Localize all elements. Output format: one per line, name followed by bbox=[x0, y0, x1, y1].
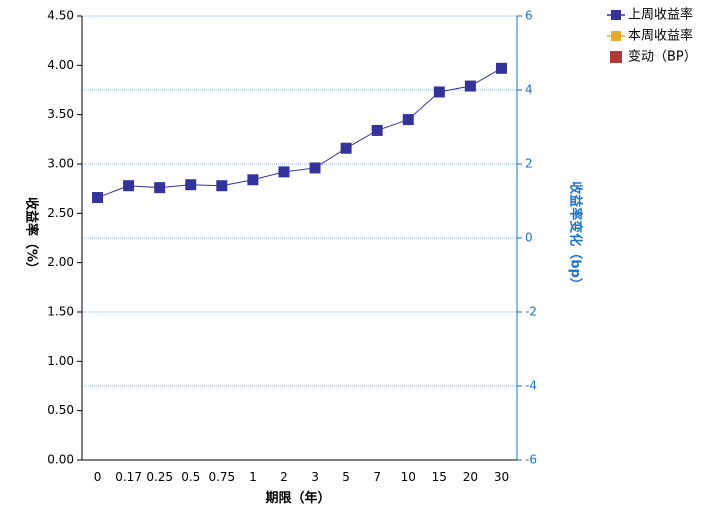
data-point bbox=[216, 180, 228, 192]
data-point bbox=[309, 162, 321, 174]
data-point bbox=[464, 80, 476, 92]
left-tick-label: 4.00 bbox=[47, 58, 74, 72]
right-tick-label: -2 bbox=[525, 305, 537, 319]
legend-label: 变动（BP） bbox=[628, 49, 697, 65]
left-tick-label: 1.00 bbox=[47, 354, 74, 368]
x-axis-title: 期限（年） bbox=[265, 490, 330, 506]
right-y-axis: -6 -4 -2 0 2 4 6 bbox=[516, 9, 537, 467]
right-tick-label: 6 bbox=[525, 9, 533, 23]
x-tick-label: 1 bbox=[249, 470, 257, 484]
data-point bbox=[123, 180, 135, 192]
left-tick-label: 4.50 bbox=[47, 9, 74, 23]
x-tick-label: 0.5 bbox=[181, 470, 200, 484]
left-tick-label: 3.50 bbox=[47, 107, 74, 121]
data-point bbox=[402, 114, 414, 126]
data-point bbox=[247, 174, 259, 186]
grid-lines bbox=[82, 15, 517, 461]
data-point bbox=[92, 192, 104, 204]
left-y-axis: 0.00 0.50 1.00 1.50 2.00 2.50 3.00 3.50 4.00 4.50 bbox=[47, 9, 83, 467]
left-tick-label: 0.50 bbox=[47, 403, 74, 417]
x-tick-label: 0.25 bbox=[146, 470, 173, 484]
series-layer bbox=[92, 62, 507, 204]
left-tick-label: 1.50 bbox=[47, 305, 74, 319]
x-tick-label: 0.75 bbox=[208, 470, 235, 484]
left-tick-label: 2.00 bbox=[47, 255, 74, 269]
x-axis: 0 0.17 0.25 0.5 0.75 1 2 3 5 7 10 15 20 30 bbox=[82, 459, 517, 484]
legend-label: 上周收益率 bbox=[628, 7, 693, 23]
x-tick-label: 0 bbox=[94, 470, 102, 484]
x-tick-label: 15 bbox=[432, 470, 447, 484]
right-tick-label: -6 bbox=[525, 453, 537, 467]
data-point bbox=[371, 124, 383, 136]
data-point bbox=[278, 166, 290, 178]
legend-marker bbox=[611, 10, 621, 20]
left-tick-label: 2.50 bbox=[47, 206, 74, 220]
x-tick-label: 3 bbox=[311, 470, 319, 484]
data-point bbox=[433, 86, 445, 98]
x-tick-label: 20 bbox=[463, 470, 478, 484]
left-tick-label: 0.00 bbox=[47, 453, 74, 467]
y-axis-title: 收益率（%） bbox=[24, 197, 40, 275]
x-tick-label: 30 bbox=[494, 470, 509, 484]
x-tick-label: 5 bbox=[342, 470, 350, 484]
right-tick-label: 0 bbox=[525, 231, 533, 245]
right-tick-label: 2 bbox=[525, 157, 533, 171]
x-tick-label: 0.17 bbox=[115, 470, 142, 484]
data-point bbox=[185, 179, 197, 191]
x-tick-label: 10 bbox=[401, 470, 416, 484]
x-tick-label: 2 bbox=[280, 470, 288, 484]
data-point bbox=[340, 142, 352, 154]
data-point bbox=[495, 62, 507, 74]
legend-swatch bbox=[610, 51, 622, 63]
right-tick-label: -4 bbox=[525, 379, 537, 393]
data-point bbox=[154, 182, 166, 194]
left-tick-label: 3.00 bbox=[47, 157, 74, 171]
legend-marker bbox=[611, 31, 621, 41]
legend-label: 本周收益率 bbox=[628, 28, 693, 44]
x-tick-label: 7 bbox=[373, 470, 381, 484]
y2-axis-title: 收益率变化（bp） bbox=[568, 181, 584, 291]
right-tick-label: 4 bbox=[525, 83, 533, 97]
